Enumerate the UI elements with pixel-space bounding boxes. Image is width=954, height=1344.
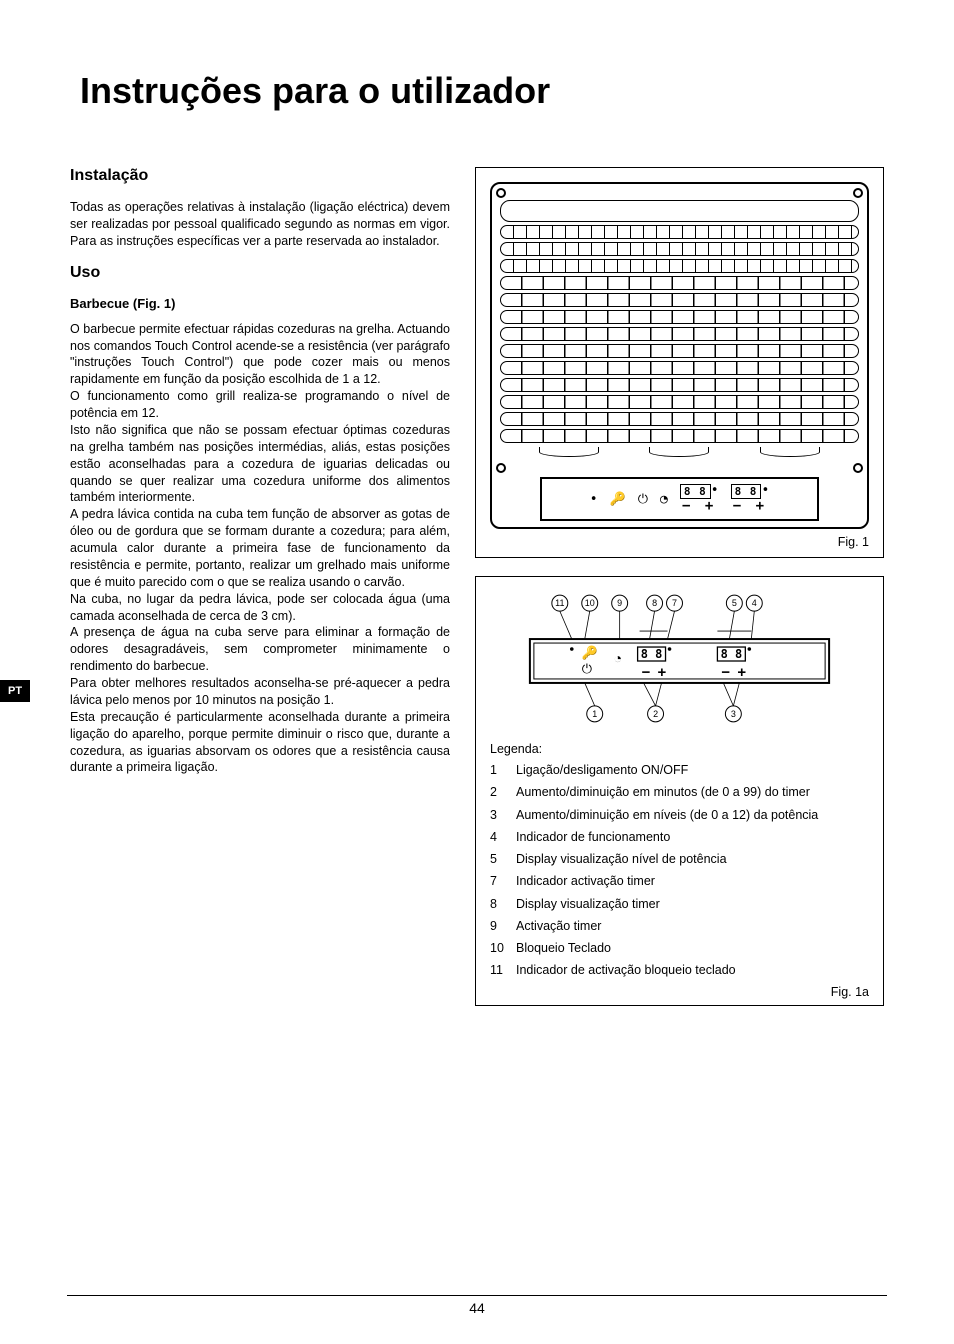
- callout-7: 7: [672, 598, 677, 608]
- power-display: 8 8: [731, 484, 762, 499]
- grill-bar-2: [500, 293, 859, 307]
- barbecue-subheading: Barbecue (Fig. 1): [70, 296, 450, 311]
- timer-group: 8 8• − +: [680, 484, 719, 514]
- grill-heater-2: [500, 242, 859, 256]
- grill-rows: [500, 200, 859, 459]
- grill-screw-tr: [853, 188, 863, 198]
- panel-timer-plus: +: [658, 664, 667, 681]
- use-para-4: A pedra lávica contida na cuba tem funçã…: [70, 506, 450, 590]
- legend-item-7: 7Indicador activação timer: [490, 873, 869, 889]
- timer-dot-icon: •: [711, 483, 719, 498]
- use-para-1: O barbecue permite efectuar rápidas coze…: [70, 321, 450, 389]
- use-para-2: O funcionamento como grill realiza-se pr…: [70, 388, 450, 422]
- key-icon: 🔑: [610, 493, 626, 506]
- grill-bar-9: [500, 412, 859, 426]
- timer-icon: ◔: [660, 493, 668, 506]
- figure-1a-label: Fig. 1a: [490, 985, 869, 999]
- grill-screw-tl: [496, 188, 506, 198]
- lock-dot-icon: •: [590, 493, 598, 506]
- grill-bar-1: [500, 276, 859, 290]
- use-para-8: Esta precaução é particularmente aconsel…: [70, 709, 450, 777]
- timer-minus-plus: − +: [682, 498, 716, 514]
- two-column-layout: Instalação Todas as operações relativas …: [70, 167, 884, 1024]
- use-heading: Uso: [70, 264, 450, 282]
- power-minus-plus: − +: [733, 498, 767, 514]
- grill-bar-7: [500, 378, 859, 392]
- panel-timer-seg: 8 8: [641, 647, 663, 661]
- legend-item-2: 2Aumento/diminuição em minutos (de 0 a 9…: [490, 784, 869, 800]
- panel-timer-icon: ◔: [614, 650, 622, 666]
- legend-item-4: 4Indicador de funcionamento: [490, 829, 869, 845]
- callout-3: 3: [731, 709, 736, 719]
- page: PT Instruções para o utilizador Instalaç…: [0, 0, 954, 1344]
- use-para-5: Na cuba, no lugar da pedra lávica, pode …: [70, 591, 450, 625]
- callout-4: 4: [752, 598, 757, 608]
- grill-tray-top: [500, 200, 859, 222]
- control-panel-fig1: • 🔑 ⏻ ◔ 8 8• − + 8 8• − +: [540, 477, 819, 521]
- callout-8: 8: [652, 598, 657, 608]
- power-dot-icon: •: [761, 483, 769, 498]
- legend-item-8: 8Display visualização timer: [490, 896, 869, 912]
- legend-item-11: 11Indicador de activação bloqueio teclad…: [490, 962, 869, 978]
- grill-bar-3: [500, 310, 859, 324]
- panel-power-plus: +: [737, 664, 746, 681]
- callout-2: 2: [653, 709, 658, 719]
- power-icon: ⏻: [638, 493, 648, 506]
- installation-text: Todas as operações relativas à instalaçã…: [70, 199, 450, 250]
- page-title: Instruções para o utilizador: [80, 70, 884, 112]
- page-footer: 44: [0, 1295, 954, 1316]
- page-number: 44: [469, 1300, 485, 1316]
- figure-1-box: • 🔑 ⏻ ◔ 8 8• − + 8 8• − + F: [475, 167, 884, 558]
- legend-item-3: 3Aumento/diminuição em níveis (de 0 a 12…: [490, 807, 869, 823]
- callout-9: 9: [617, 598, 622, 608]
- use-para-7: Para obter melhores resultados aconselha…: [70, 675, 450, 709]
- grill-bar-8: [500, 395, 859, 409]
- panel-timer-led-icon: [668, 647, 672, 651]
- legend-list: 1Ligação/desligamento ON/OFF 2Aumento/di…: [490, 762, 869, 979]
- legend-item-9: 9Activação timer: [490, 918, 869, 934]
- timer-display: 8 8: [680, 484, 711, 499]
- footer-rule: [67, 1295, 887, 1296]
- panel-power-led-icon: [748, 647, 752, 651]
- panel-timer-minus: −: [642, 664, 651, 681]
- legend-heading: Legenda:: [490, 742, 869, 756]
- left-column: Instalação Todas as operações relativas …: [70, 167, 450, 1024]
- panel-key-icon: 🔑: [582, 644, 598, 661]
- grill-heater-3: [500, 259, 859, 273]
- legend-item-1: 1Ligação/desligamento ON/OFF: [490, 762, 869, 778]
- use-para-6: A presença de água na cuba serve para el…: [70, 624, 450, 675]
- grill-screw-br: [853, 463, 863, 473]
- language-tab: PT: [0, 680, 30, 702]
- control-panel-diagram: 11 10 9 8 7 5 4: [490, 591, 869, 731]
- figure-1-label: Fig. 1: [490, 535, 869, 549]
- installation-heading: Instalação: [70, 167, 450, 185]
- callout-11: 11: [555, 598, 564, 608]
- panel-lock-led-icon: [570, 647, 574, 651]
- grill-screw-bl: [496, 463, 506, 473]
- callout-1: 1: [592, 709, 597, 719]
- grill-bar-5: [500, 344, 859, 358]
- grill-bar-10: [500, 429, 859, 443]
- grill-bar-6: [500, 361, 859, 375]
- panel-power-seg: 8 8: [721, 647, 743, 661]
- figure-1a-box: 11 10 9 8 7 5 4: [475, 576, 884, 1006]
- panel-power-icon: ⏻: [582, 661, 592, 676]
- grill-heater-bottom: [500, 447, 859, 459]
- callout-5: 5: [732, 598, 737, 608]
- legend-item-10: 10Bloqueio Teclado: [490, 940, 869, 956]
- right-column: • 🔑 ⏻ ◔ 8 8• − + 8 8• − + F: [475, 167, 884, 1024]
- grill-heater-1: [500, 225, 859, 239]
- grill-bar-4: [500, 327, 859, 341]
- legend-item-5: 5Display visualização nível de potência: [490, 851, 869, 867]
- use-para-3: Isto não significa que não se possam efe…: [70, 422, 450, 506]
- panel-power-minus: −: [721, 664, 730, 681]
- grill-schematic: • 🔑 ⏻ ◔ 8 8• − + 8 8• − +: [490, 182, 869, 529]
- callout-10: 10: [585, 598, 595, 608]
- power-group: 8 8• − +: [731, 484, 770, 514]
